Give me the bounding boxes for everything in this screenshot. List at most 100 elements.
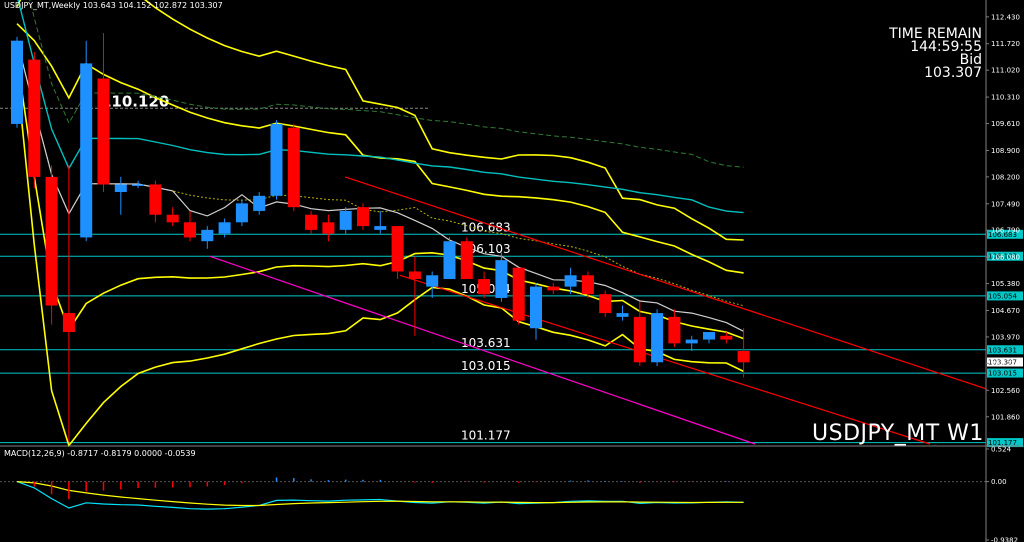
level-label: 106.683	[461, 220, 511, 234]
channel-lower	[399, 274, 931, 445]
candle-body	[512, 267, 525, 321]
bb-upper-inner	[16, 23, 744, 274]
y-tick-label: 103.970	[991, 333, 1020, 341]
y-tick-label: 108.200	[991, 173, 1020, 181]
candle-body	[391, 226, 404, 272]
level-price-tag	[987, 229, 1023, 239]
macd-y-tick-label: 0.524	[991, 446, 1012, 454]
symbol-watermark: USDJPY_MT W1	[812, 421, 984, 446]
y-tick-label: 103.270	[991, 360, 1020, 368]
channel-upper	[344, 176, 987, 390]
level-label: 103.631	[461, 336, 511, 350]
bid-value: 103.307	[924, 65, 982, 81]
candle-body	[201, 229, 214, 242]
level-price-tag	[987, 438, 1023, 448]
candle-body	[737, 350, 750, 363]
candle-body	[62, 313, 75, 333]
candle-body	[149, 184, 162, 215]
y-tick-label: 109.610	[991, 120, 1020, 128]
candle-body	[184, 222, 196, 238]
candle-body	[703, 332, 715, 340]
candle-body	[28, 59, 41, 177]
candle-body	[339, 210, 352, 230]
bid-label: Bid	[959, 52, 982, 68]
candle-body	[478, 279, 491, 295]
y-tick-label: 106.080	[991, 254, 1020, 262]
candle-body	[253, 195, 266, 211]
candle-body	[443, 241, 456, 280]
candle-body	[80, 63, 93, 238]
macd-y-tick-label: 0.00	[991, 478, 1007, 486]
level-price-tag	[987, 291, 1023, 301]
macd-line	[16, 481, 744, 510]
candle-body	[651, 313, 664, 363]
y-tick-label: 102.560	[991, 387, 1020, 395]
ma-long-dashed	[29, 0, 744, 168]
macd-header: MACD(12,26,9) -0.8717 -0.8179 0.0000 -0.…	[4, 449, 196, 458]
level-label: 106.103	[461, 242, 511, 256]
candle-body	[616, 313, 629, 317]
level-label: 101.177	[461, 429, 511, 443]
level-price-tag-label: 101.177	[988, 439, 1017, 447]
level-price-tag-label: 103.631	[988, 346, 1017, 354]
y-tick-label: 101.860	[991, 413, 1020, 421]
y-tick-label: 111.720	[991, 40, 1020, 48]
y-tick-label: 111.020	[991, 67, 1020, 75]
ohlc-values: 103.643 104.152 102.872 103.307	[82, 1, 223, 10]
candle-body	[114, 184, 127, 193]
level-price-tag-label: 106.683	[988, 231, 1017, 239]
candle-body	[357, 207, 369, 227]
candle-body	[322, 222, 335, 234]
y-tick-label: 112.430	[991, 13, 1020, 21]
candle-body	[166, 214, 179, 223]
candle-body	[97, 78, 110, 185]
annotation-label: 110.120	[101, 92, 169, 110]
candle-body	[495, 260, 508, 298]
y-tick-label: 110.310	[991, 94, 1020, 102]
candle-body	[530, 286, 542, 329]
candle-body	[270, 123, 283, 196]
candle-body	[668, 316, 681, 344]
time-remain-value: 144:59:55	[910, 39, 982, 55]
level-label: 103.015	[461, 359, 511, 373]
current-price-tag	[987, 357, 1023, 367]
candle-body	[599, 294, 612, 314]
current-price-tag-label: 103.307	[988, 359, 1017, 367]
y-tick-label: 106.790	[991, 227, 1020, 235]
candle-body	[305, 214, 318, 230]
level-price-tag	[987, 368, 1023, 378]
level-price-tag-label: 105.054	[988, 292, 1017, 300]
symbol-timeframe: USDJPY_MT,Weekly	[4, 1, 81, 10]
candle-body	[564, 275, 577, 287]
macd-y-tick-label: -0.9382	[991, 537, 1018, 542]
bb-lower-outer	[16, 74, 744, 448]
chart-header: USDJPY_MT,Weekly 103.643 104.152 102.872…	[4, 1, 223, 10]
ma-slow-line	[17, 0, 744, 214]
time-remain-label: TIME REMAIN	[889, 26, 982, 42]
candle-body	[374, 226, 387, 230]
candle-body	[235, 203, 248, 223]
bb-upper-outer	[16, 0, 744, 241]
candle-body	[45, 176, 58, 306]
level-price-tag	[987, 251, 1023, 261]
candle-body	[287, 127, 300, 208]
candle-body	[11, 40, 23, 124]
candle-body	[720, 335, 733, 340]
level-price-tag-label: 106.103	[988, 253, 1017, 261]
candle-body	[426, 275, 439, 287]
info-panel: TIME REMAIN 144:59:55 Bid 103.307	[889, 26, 982, 81]
level-price-tag-label: 103.015	[988, 370, 1017, 378]
trend-line-pink	[209, 255, 756, 445]
candle-body	[581, 275, 594, 295]
candle-body	[685, 339, 698, 344]
y-tick-label: 105.380	[991, 280, 1020, 288]
bb-lower-inner	[16, 57, 744, 340]
y-tick-label: 104.670	[991, 307, 1020, 315]
candle-body	[547, 286, 560, 291]
candle-body	[218, 222, 231, 234]
candle-body	[460, 241, 473, 280]
y-tick-label: 107.490	[991, 200, 1020, 208]
macd-signal-line	[16, 481, 744, 507]
candle-body	[132, 184, 145, 186]
